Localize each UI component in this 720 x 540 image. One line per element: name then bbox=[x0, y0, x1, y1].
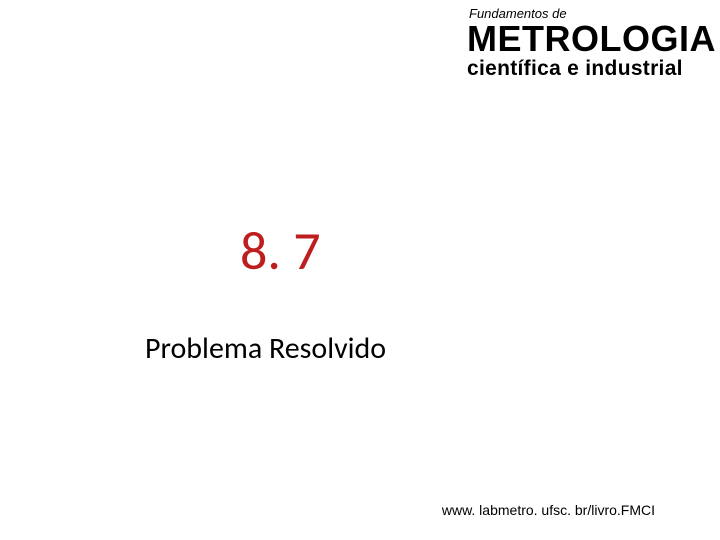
header-subtitle: científica e industrial bbox=[467, 57, 716, 81]
section-number: 8. 7 bbox=[240, 218, 321, 284]
header-block: Fundamentos de METROLOGIA científica e i… bbox=[467, 6, 716, 81]
slide: Fundamentos de METROLOGIA científica e i… bbox=[0, 0, 720, 540]
header-title: METROLOGIA bbox=[467, 21, 716, 57]
footer-url: www. labmetro. ufsc. br/livro.FMCI bbox=[442, 502, 655, 518]
slide-subtitle: Problema Resolvido bbox=[145, 330, 386, 367]
